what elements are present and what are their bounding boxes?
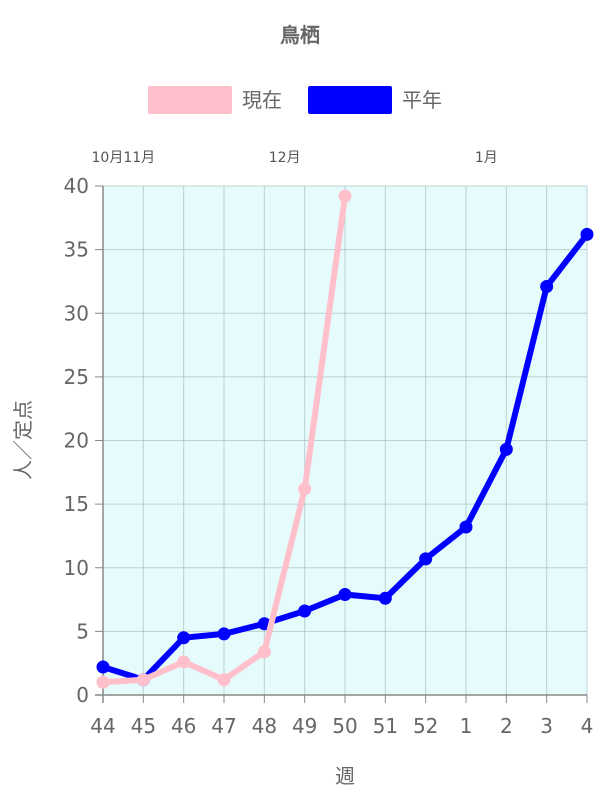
data-point-normal-50[interactable]: [338, 587, 352, 601]
y-tick-label: 15: [64, 492, 89, 516]
x-tick-label: 52: [413, 714, 438, 738]
x-tick-label: 2: [500, 714, 513, 738]
x-axis-title: 週: [335, 764, 355, 788]
x-tick-label: 48: [252, 714, 277, 738]
x-tick-label: 3: [540, 714, 553, 738]
x-tick-label: 50: [332, 714, 357, 738]
y-tick-label: 25: [64, 365, 89, 389]
data-point-current-50[interactable]: [338, 189, 352, 203]
x-tick-label: 51: [373, 714, 398, 738]
data-point-normal-52[interactable]: [419, 552, 433, 566]
y-tick-label: 20: [64, 429, 89, 453]
data-point-normal-2[interactable]: [499, 442, 513, 456]
y-tick-label: 35: [64, 238, 89, 262]
data-point-normal-4[interactable]: [580, 227, 594, 241]
data-point-normal-47[interactable]: [217, 627, 231, 641]
x-tick-label: 4: [581, 714, 594, 738]
series-layer: [96, 189, 594, 689]
legend-swatch-normal: [308, 86, 392, 114]
data-point-current-49[interactable]: [298, 482, 312, 496]
data-point-current-44[interactable]: [96, 675, 110, 689]
data-point-normal-1[interactable]: [459, 520, 473, 534]
y-tick-label: 5: [76, 619, 89, 643]
x-tick-label: 1: [460, 714, 473, 738]
legend-label-normal: 平年: [402, 88, 442, 112]
data-point-normal-49[interactable]: [298, 604, 312, 618]
y-tick-label: 0: [76, 683, 89, 707]
series-normal: [96, 227, 594, 687]
legend: 現在 平年: [148, 86, 442, 114]
data-point-current-48[interactable]: [257, 645, 271, 659]
month-label: 1月: [475, 150, 498, 166]
y-axis-tick-labels: 0 5 10 15 20 25 30 35 40: [64, 174, 89, 707]
data-point-current-46[interactable]: [177, 655, 191, 669]
x-tick-label: 44: [90, 714, 115, 738]
data-point-current-47[interactable]: [217, 673, 231, 687]
x-tick-label: 49: [292, 714, 317, 738]
chart-title: 鳥栖: [280, 23, 320, 47]
y-axis-title: 人／定点: [11, 400, 35, 480]
x-tick-label: 45: [131, 714, 156, 738]
legend-swatch-current: [148, 86, 232, 114]
data-point-normal-46[interactable]: [177, 631, 191, 645]
data-point-normal-3[interactable]: [540, 280, 554, 294]
month-label: 10月11月: [92, 150, 156, 166]
series-current: [96, 189, 352, 689]
legend-label-current: 現在: [242, 88, 282, 112]
x-axis-tick-labels: 44 45 46 47 48 49 50 51 52 1 2 3 4: [90, 714, 593, 738]
y-tick-label: 10: [64, 556, 89, 580]
x-tick-label: 46: [171, 714, 196, 738]
data-point-normal-51[interactable]: [378, 591, 392, 605]
y-tick-label: 40: [64, 174, 89, 198]
data-point-normal-44[interactable]: [96, 660, 110, 674]
axes: [95, 185, 588, 703]
month-label: 12月: [269, 150, 301, 166]
data-point-current-45[interactable]: [136, 673, 150, 687]
y-tick-label: 30: [64, 301, 89, 325]
month-labels: 10月11月 12月 1月: [92, 150, 498, 166]
x-tick-label: 47: [211, 714, 236, 738]
